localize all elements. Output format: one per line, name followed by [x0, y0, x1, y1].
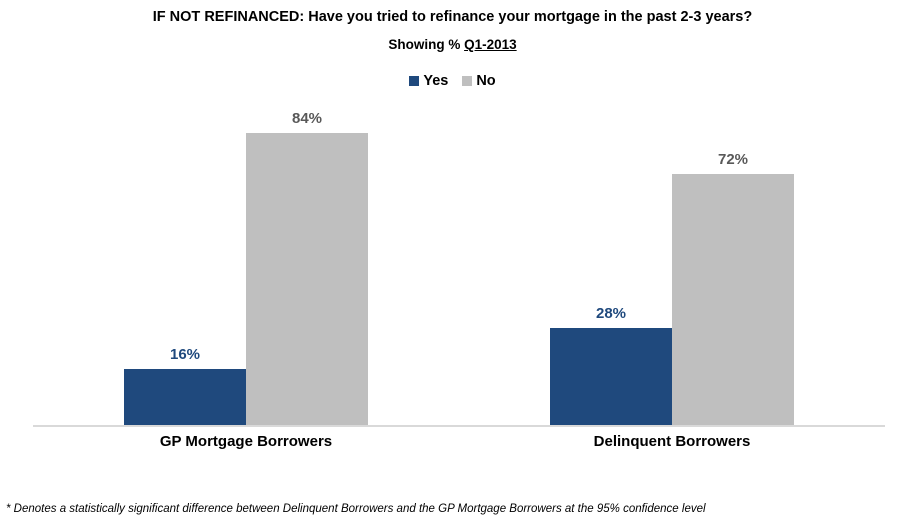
category-label-gp-mortgage-borrowers: GP Mortgage Borrowers — [159, 433, 333, 450]
chart-subtitle: Showing % Q1-2013 — [0, 37, 905, 52]
bar-value-label-no-gp-mortgage-borrowers: 84% — [291, 110, 323, 127]
legend: Yes No — [0, 73, 905, 89]
bar-yes-delinquent-borrowers — [550, 328, 672, 425]
x-axis-line — [33, 425, 885, 427]
plot-area: 16% 84% 28% 72% — [33, 92, 885, 425]
category-axis: GP Mortgage Borrowers Delinquent Borrower… — [33, 433, 885, 450]
chart-title: IF NOT REFINANCED: Have you tried to ref… — [152, 9, 753, 25]
bar-slot-no-gp-mortgage-borrowers: 84% — [246, 92, 368, 425]
bar-value-label-yes-delinquent-borrowers: 28% — [595, 305, 627, 322]
legend-swatch-no — [462, 76, 473, 86]
bar-slot-yes-gp-mortgage-borrowers: 16% — [124, 92, 246, 425]
bar-slot-yes-delinquent-borrowers: 28% — [550, 92, 672, 425]
legend-label-no: No — [476, 73, 496, 89]
bar-no-delinquent-borrowers — [672, 174, 794, 425]
bar-group-gp-mortgage-borrowers: 16% 84% — [33, 92, 459, 425]
legend-item-yes: Yes — [409, 73, 448, 89]
legend-item-no: No — [462, 73, 496, 89]
legend-swatch-yes — [409, 76, 420, 86]
footnote: * Denotes a statistically significant di… — [6, 503, 706, 515]
subtitle-prefix: Showing % — [388, 37, 465, 52]
bar-group-delinquent-borrowers: 28% 72% — [459, 92, 885, 425]
category-label-delinquent-borrowers: Delinquent Borrowers — [593, 433, 751, 450]
subtitle-period: Q1-2013 — [464, 37, 517, 52]
bar-no-gp-mortgage-borrowers — [246, 133, 368, 425]
bar-value-label-no-delinquent-borrowers: 72% — [717, 151, 749, 168]
bar-value-label-yes-gp-mortgage-borrowers: 16% — [169, 346, 201, 363]
legend-label-yes: Yes — [423, 73, 449, 89]
bar-yes-gp-mortgage-borrowers — [124, 369, 246, 425]
bar-slot-no-delinquent-borrowers: 72% — [672, 92, 794, 425]
